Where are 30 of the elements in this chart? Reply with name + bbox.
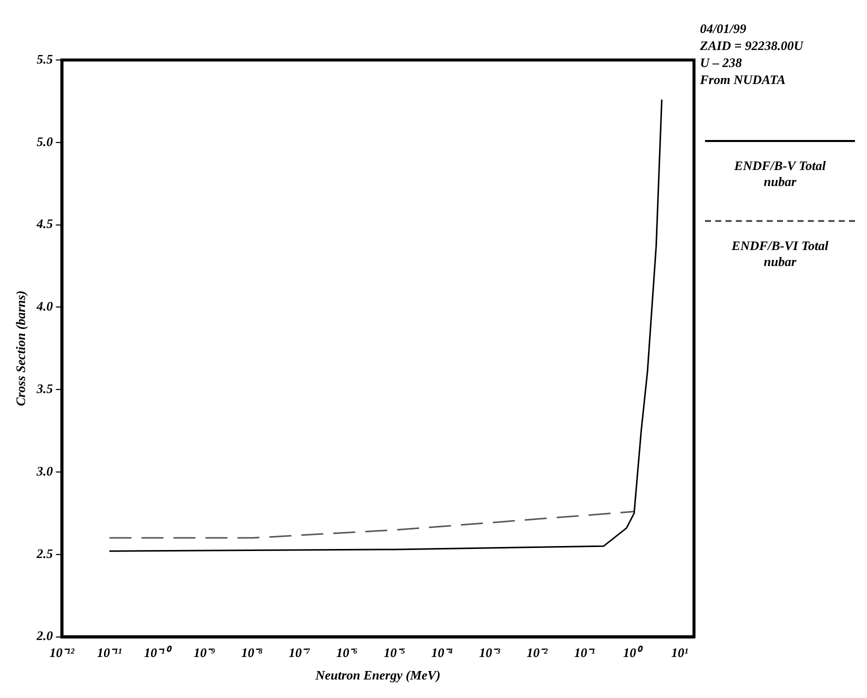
- x-tick-label: 10⁻¹⁰: [144, 644, 172, 660]
- x-tick-label: 10⁻⁶: [336, 644, 358, 660]
- text: ENDF/B-V Total nubar: [733, 158, 827, 190]
- x-tick-label: 10⁻⁵: [384, 644, 406, 660]
- y-tick-label: 2.5: [36, 546, 54, 561]
- x-tick-label: 10⁰: [623, 644, 644, 660]
- y-tick-label: 5.5: [36, 51, 54, 66]
- y-tick-label: 2.0: [36, 628, 54, 644]
- x-tick-label: 10⁻⁹: [194, 644, 216, 660]
- x-tick-label: 10¹: [671, 644, 688, 660]
- text: ZAID = 92238.00U: [700, 37, 804, 54]
- x-axis-title: Neutron Energy (MeV): [314, 668, 440, 683]
- text: U – 238: [700, 54, 743, 71]
- y-tick-label: 4.5: [36, 216, 54, 232]
- y-tick-label: 3.0: [36, 463, 54, 478]
- x-tick-label: 10⁻¹¹: [96, 644, 122, 660]
- text: From NUDATA: [700, 71, 787, 88]
- text: 04/01/99: [700, 20, 748, 37]
- y-axis-title: Cross Section (barns): [13, 290, 28, 406]
- text: ENDF/B-VI Total nubar: [730, 238, 830, 270]
- x-tick-label: 10⁻²: [526, 644, 549, 660]
- x-tick-label: 10⁻⁸: [241, 644, 264, 660]
- y-tick-label: 4.0: [36, 298, 54, 314]
- x-tick-label: 10⁻³: [479, 644, 502, 660]
- x-tick-label: 10⁻⁷: [288, 644, 311, 660]
- y-tick-label: 3.5: [36, 380, 54, 396]
- y-tick-label: 5.0: [36, 134, 54, 149]
- x-tick-label: 10⁻⁴: [431, 644, 454, 660]
- x-tick-label: 10⁻¹²: [49, 644, 76, 660]
- x-tick-label: 10⁻¹: [574, 644, 596, 660]
